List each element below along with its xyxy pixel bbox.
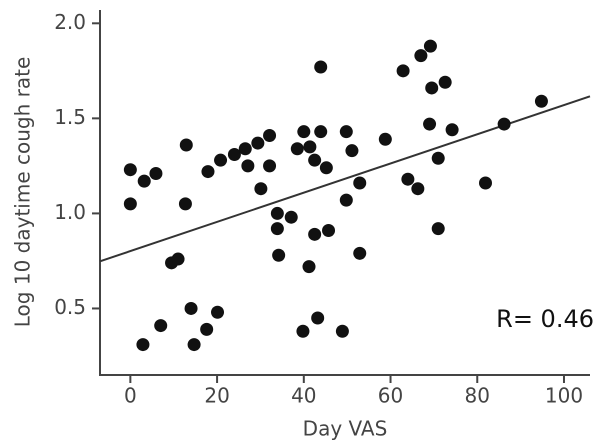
point — [238, 142, 252, 156]
x-tick-label: 60 — [378, 384, 403, 408]
point — [353, 176, 367, 190]
point — [401, 172, 415, 186]
point — [184, 301, 198, 315]
point — [201, 165, 215, 179]
point — [263, 128, 277, 142]
point — [251, 136, 265, 150]
point — [534, 94, 548, 108]
point — [478, 176, 492, 190]
x-tick-label: 100 — [545, 384, 583, 408]
y-tick-label: 1.5 — [54, 105, 86, 129]
point — [423, 39, 437, 53]
point — [297, 125, 311, 139]
point — [345, 144, 359, 158]
point — [378, 132, 392, 146]
x-tick-label: 20 — [204, 384, 229, 408]
trend-line — [99, 95, 591, 263]
point — [319, 161, 333, 175]
y-axis-label: Log 10 daytime cough rate — [11, 57, 35, 327]
point — [423, 117, 437, 131]
point — [314, 60, 328, 74]
point — [284, 210, 298, 224]
point — [339, 193, 353, 207]
point — [396, 64, 410, 78]
point — [290, 142, 304, 156]
point — [314, 125, 328, 139]
point — [154, 319, 168, 333]
point — [171, 252, 185, 266]
point — [272, 248, 286, 262]
point — [445, 123, 459, 137]
point — [296, 324, 310, 338]
point — [136, 338, 150, 352]
y-tick-label: 0.5 — [54, 295, 86, 319]
point — [411, 182, 425, 196]
point — [123, 163, 137, 177]
point — [149, 166, 163, 180]
point — [322, 224, 336, 238]
x-tick-label: 80 — [465, 384, 490, 408]
point — [308, 153, 322, 167]
y-tick-label: 2.0 — [54, 10, 86, 34]
point — [431, 222, 445, 236]
point — [414, 49, 428, 63]
point — [227, 147, 241, 161]
x-tick-label: 0 — [124, 384, 137, 408]
point — [200, 322, 214, 336]
point — [270, 222, 284, 236]
point — [178, 197, 192, 211]
point — [438, 75, 452, 89]
point — [308, 227, 322, 241]
point — [211, 305, 225, 319]
point — [339, 125, 353, 139]
point — [353, 246, 367, 260]
point — [254, 182, 268, 196]
x-tick-label: 40 — [291, 384, 316, 408]
point — [311, 311, 325, 325]
y-tick-label: 1.0 — [54, 200, 86, 224]
annotation: R= 0.46 — [496, 305, 594, 333]
point — [137, 174, 151, 188]
point — [179, 138, 193, 152]
point — [214, 153, 228, 167]
point — [425, 81, 439, 95]
point — [303, 140, 317, 154]
point — [270, 206, 284, 220]
point — [263, 159, 277, 173]
point — [302, 260, 316, 274]
point — [431, 151, 445, 165]
point — [123, 197, 137, 211]
point — [335, 324, 349, 338]
point — [241, 159, 255, 173]
point — [497, 117, 511, 131]
point — [187, 338, 201, 352]
x-axis-label: Day VAS — [303, 417, 388, 441]
